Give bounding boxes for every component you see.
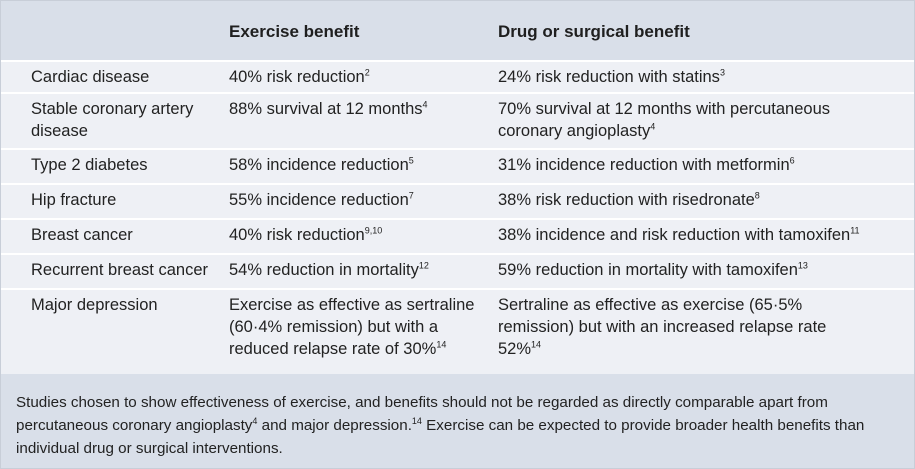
- table-header-row: Exercise benefit Drug or surgical benefi…: [1, 1, 914, 60]
- exercise-benefit-cell: 54% reduction in mortality12: [229, 260, 429, 279]
- reference-superscript: 9,10: [364, 225, 383, 236]
- exercise-benefit-cell: 58% incidence reduction5: [229, 155, 414, 174]
- reference-superscript: 13: [797, 260, 808, 271]
- table-row: Stable coronary artery disease 88% survi…: [1, 92, 914, 148]
- condition-cell: Stable coronary artery disease: [31, 100, 194, 140]
- reference-superscript: 12: [418, 260, 429, 271]
- reference-superscript: 3: [719, 67, 725, 78]
- condition-cell: Type 2 diabetes: [31, 156, 148, 174]
- exercise-benefit-cell: 88% survival at 12 months4: [229, 99, 428, 118]
- drug-benefit-cell: Sertraline as effective as exercise (65·…: [498, 296, 827, 358]
- drug-benefit-cell: 24% risk reduction with statins3: [498, 67, 725, 86]
- reference-superscript: 14: [531, 339, 542, 350]
- drug-benefit-cell: 38% risk reduction with risedronate8: [498, 190, 760, 209]
- table-row: Recurrent breast cancer 54% reduction in…: [1, 253, 914, 288]
- reference-superscript: 5: [408, 155, 414, 166]
- header-drug-surgical-benefit: Drug or surgical benefit: [498, 22, 690, 41]
- reference-superscript: 8: [754, 190, 760, 201]
- reference-superscript: 11: [850, 225, 860, 236]
- table-row: Cardiac disease 40% risk reduction2 24% …: [1, 60, 914, 92]
- reference-superscript: 4: [252, 415, 258, 426]
- reference-superscript: 14: [411, 415, 422, 426]
- condition-cell: Recurrent breast cancer: [31, 261, 208, 279]
- drug-benefit-cell: 38% incidence and risk reduction with ta…: [498, 225, 860, 244]
- table-row: Type 2 diabetes 58% incidence reduction5…: [1, 148, 914, 183]
- table-row: Major depression Exercise as effective a…: [1, 288, 914, 374]
- header-exercise-benefit: Exercise benefit: [229, 22, 360, 41]
- reference-superscript: 7: [408, 190, 414, 201]
- reference-superscript: 4: [422, 99, 428, 110]
- reference-superscript: 6: [789, 155, 795, 166]
- table-row: Hip fracture 55% incidence reduction7 38…: [1, 183, 914, 218]
- condition-cell: Major depression: [31, 296, 158, 314]
- table-footnote: Studies chosen to show effectiveness of …: [16, 394, 865, 457]
- exercise-benefit-cell: 40% risk reduction2: [229, 67, 370, 86]
- reference-superscript: 14: [436, 339, 447, 350]
- condition-cell: Breast cancer: [31, 226, 133, 244]
- condition-cell: Hip fracture: [31, 191, 117, 209]
- drug-benefit-cell: 59% reduction in mortality with tamoxife…: [498, 260, 808, 279]
- table-row: Breast cancer 40% risk reduction9,10 38%…: [1, 218, 914, 253]
- exercise-benefit-cell: 40% risk reduction9,10: [229, 225, 383, 244]
- drug-benefit-cell: 70% survival at 12 months with percutane…: [498, 100, 831, 140]
- reference-superscript: 4: [650, 121, 656, 132]
- drug-benefit-cell: 31% incidence reduction with metformin6: [498, 155, 795, 174]
- exercise-benefit-cell: Exercise as effective as sertraline (60·…: [229, 296, 475, 358]
- condition-cell: Cardiac disease: [31, 68, 150, 86]
- reference-superscript: 2: [364, 67, 370, 78]
- exercise-benefit-cell: 55% incidence reduction7: [229, 190, 414, 209]
